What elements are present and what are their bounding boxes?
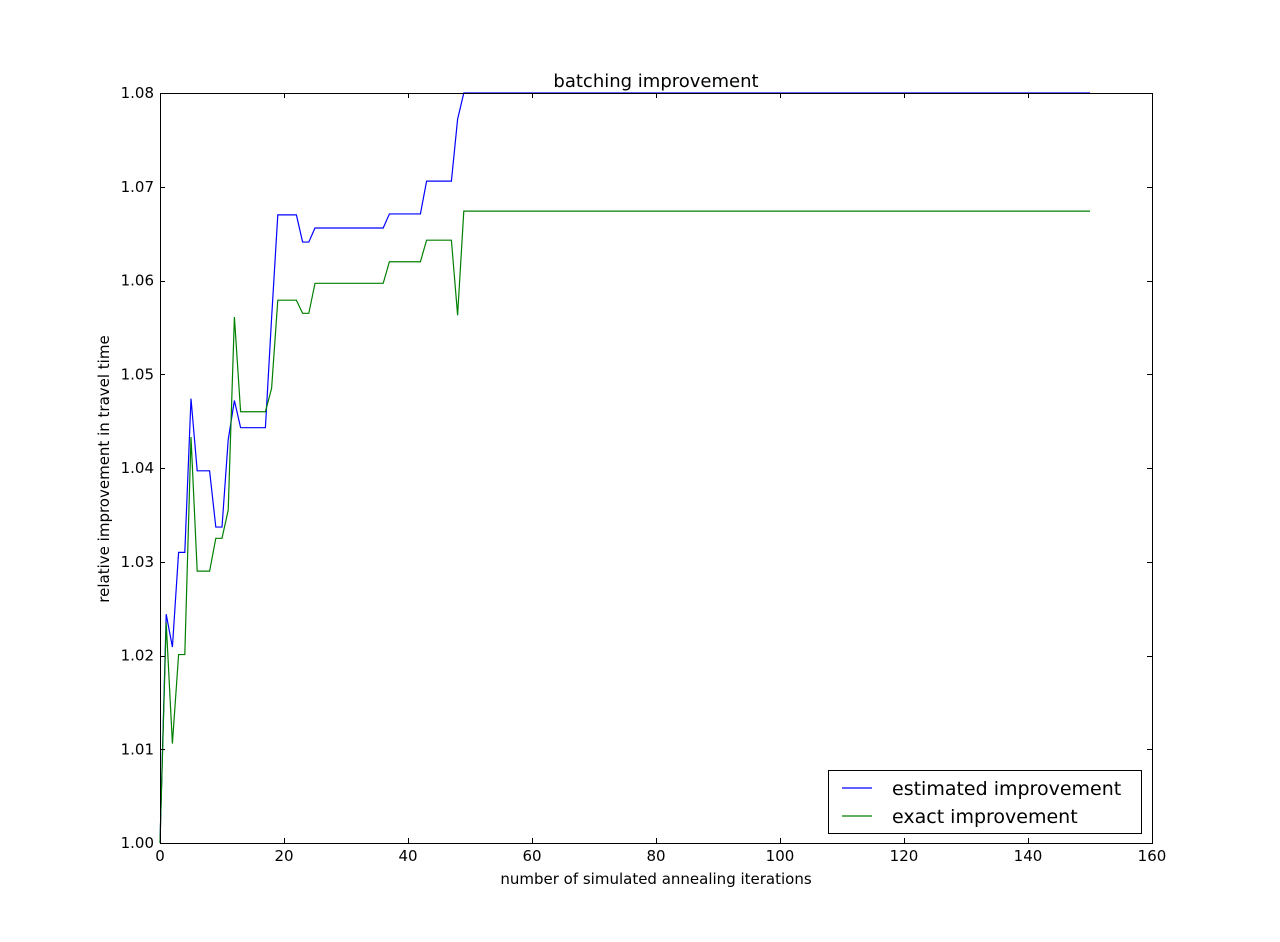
x-axis: 0 20 40 60 80 100 120 140 160 xyxy=(155,93,1166,865)
y-axis-label: relative improvement in travel time xyxy=(95,335,113,602)
x-tick-label: 100 xyxy=(766,847,795,865)
series-line-exact xyxy=(159,210,1090,844)
y-tick-label: 1.05 xyxy=(121,365,154,383)
legend-box xyxy=(828,770,1142,834)
series-layer xyxy=(159,92,1090,844)
y-tick-label: 1.07 xyxy=(121,178,154,196)
x-axis-label: number of simulated annealing iterations xyxy=(500,870,812,888)
plot-frame xyxy=(160,93,1153,844)
y-tick-label: 1.01 xyxy=(121,740,154,758)
y-axis: 1.00 1.01 1.02 1.03 1.04 1.05 1.06 1.07 1.08 xyxy=(121,84,1152,852)
y-tick-label: 1.02 xyxy=(121,647,154,665)
x-tick-label: 120 xyxy=(890,847,919,865)
series-line-estimated xyxy=(159,92,1090,844)
y-tick-label: 1.03 xyxy=(121,553,154,571)
y-tick-label: 1.06 xyxy=(121,272,154,290)
legend-label-estimated: estimated improvement xyxy=(892,778,1121,800)
x-tick-label: 60 xyxy=(522,847,541,865)
x-tick-label: 160 xyxy=(1138,847,1167,865)
x-tick-label: 20 xyxy=(274,847,293,865)
x-tick-label: 140 xyxy=(1014,847,1043,865)
x-tick-label: 0 xyxy=(155,847,165,865)
x-tick-label: 80 xyxy=(646,847,665,865)
x-tick-label: 40 xyxy=(398,847,417,865)
chart-title: batching improvement xyxy=(553,71,758,92)
y-tick-label: 1.00 xyxy=(121,834,154,852)
y-tick-label: 1.04 xyxy=(121,459,154,477)
legend-label-exact: exact improvement xyxy=(892,806,1078,828)
y-tick-label: 1.08 xyxy=(121,84,154,102)
legend: estimated improvement exact improvement xyxy=(828,770,1142,834)
